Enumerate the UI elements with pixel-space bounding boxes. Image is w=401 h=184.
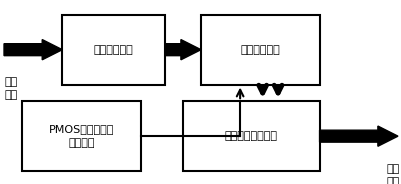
Text: 信号
输入: 信号 输入 — [4, 77, 17, 100]
Bar — [182, 101, 319, 171]
Text: PMOS管栅极电压
控制环路: PMOS管栅极电压 控制环路 — [49, 124, 114, 148]
Bar — [200, 15, 319, 85]
Polygon shape — [4, 40, 62, 60]
Polygon shape — [164, 40, 200, 60]
Bar — [22, 101, 140, 171]
Polygon shape — [319, 126, 397, 146]
Bar — [62, 15, 164, 85]
Text: 信号
输出: 信号 输出 — [386, 164, 399, 184]
Text: 基本对数电路: 基本对数电路 — [93, 45, 133, 55]
Text: 温度补偿电路: 温度补偿电路 — [240, 45, 279, 55]
Text: 温度补偿辅助电路: 温度补偿辅助电路 — [224, 131, 277, 141]
